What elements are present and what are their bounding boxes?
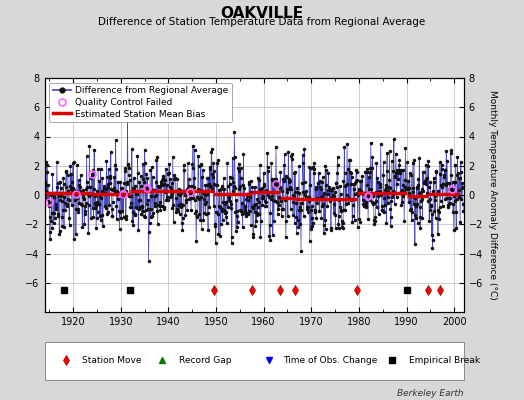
- Text: Record Gap: Record Gap: [179, 356, 231, 365]
- Y-axis label: Monthly Temperature Anomaly Difference (°C): Monthly Temperature Anomaly Difference (…: [488, 90, 497, 300]
- Text: OAKVILLE: OAKVILLE: [221, 6, 303, 22]
- FancyBboxPatch shape: [45, 342, 464, 380]
- Legend: Difference from Regional Average, Quality Control Failed, Estimated Station Mean: Difference from Regional Average, Qualit…: [49, 82, 232, 122]
- Text: Station Move: Station Move: [82, 356, 142, 365]
- Text: Difference of Station Temperature Data from Regional Average: Difference of Station Temperature Data f…: [99, 17, 425, 27]
- Text: Time of Obs. Change: Time of Obs. Change: [283, 356, 378, 365]
- Text: Berkeley Earth: Berkeley Earth: [397, 389, 464, 398]
- Text: Empirical Break: Empirical Break: [409, 356, 481, 365]
